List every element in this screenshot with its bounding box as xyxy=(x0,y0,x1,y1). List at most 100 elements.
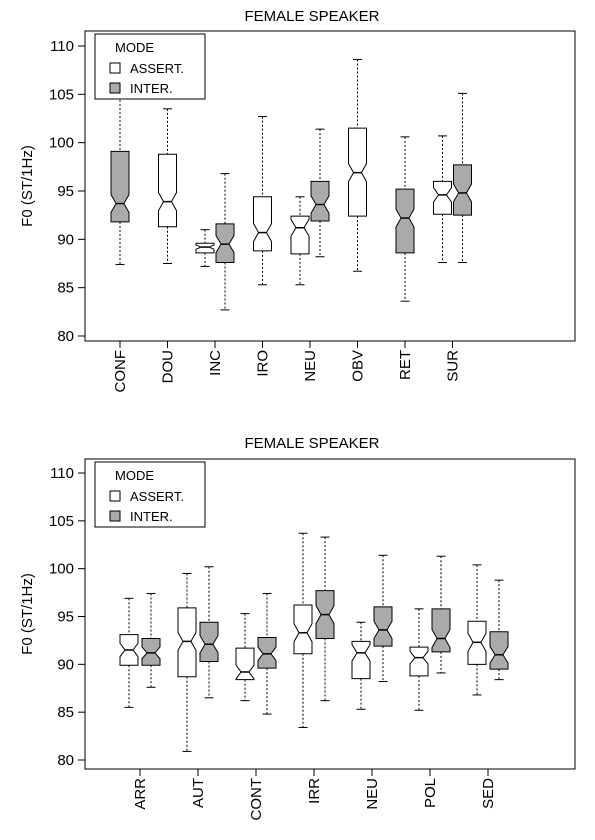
box-body xyxy=(453,164,472,216)
legend-title: MODE xyxy=(115,468,154,483)
box-assert-aut xyxy=(177,572,197,752)
chart-title: FEMALE SPEAKER xyxy=(244,8,379,25)
y-tick-label: 80 xyxy=(57,328,74,345)
plot-frame xyxy=(84,458,576,770)
plot-frame xyxy=(84,30,576,342)
x-tick-label: SED xyxy=(480,778,497,809)
legend-swatch-assert xyxy=(109,62,121,74)
legend-swatch-assert xyxy=(109,490,121,502)
legend: MODE ASSERT. INTER. xyxy=(94,461,206,528)
box-assert-irr xyxy=(293,532,313,728)
box-assert-pol xyxy=(409,608,429,711)
y-tick-label: 85 xyxy=(57,280,74,297)
box-inter-arr xyxy=(141,593,161,688)
legend-label-assert: ASSERT. xyxy=(130,489,184,504)
y-tick-label: 85 xyxy=(57,704,74,721)
box-body xyxy=(158,153,177,228)
box-assert-dou xyxy=(158,108,177,264)
chart-title: FEMALE SPEAKER xyxy=(244,435,379,452)
box-body xyxy=(257,637,277,669)
x-tick-label: DOU xyxy=(160,350,177,383)
box-body xyxy=(395,188,415,254)
box-body xyxy=(409,646,429,677)
legend: MODE ASSERT. INTER. xyxy=(94,33,206,100)
box-assert-neu xyxy=(351,621,371,710)
y-tick-label: 90 xyxy=(57,231,74,248)
box-assert-cont xyxy=(235,613,255,702)
y-tick-label: 110 xyxy=(50,465,74,482)
y-tick-label: 105 xyxy=(49,86,74,103)
box-inter-sed xyxy=(489,579,509,681)
x-tick-label: IRO xyxy=(255,350,272,377)
x-tick-label: CONT xyxy=(248,778,265,821)
y-axis-ticks: 80 85 90 95 100 105 110 xyxy=(49,38,85,345)
box-body xyxy=(110,150,130,223)
legend-swatch-inter xyxy=(109,510,121,522)
box-body xyxy=(253,196,272,252)
y-tick-label: 90 xyxy=(57,656,74,673)
box-assert-iro xyxy=(253,116,272,286)
box-body xyxy=(433,180,452,215)
x-tick-label: RET xyxy=(397,350,414,380)
box-body xyxy=(195,242,215,254)
y-tick-label: 80 xyxy=(57,752,74,769)
legend-label-assert: ASSERT. xyxy=(130,61,184,76)
box-inter-neu xyxy=(310,128,330,258)
boxes xyxy=(110,47,472,311)
box-body xyxy=(310,180,330,222)
box-assert-neu xyxy=(290,196,310,286)
x-tick-label: INC xyxy=(207,350,224,376)
box-inter-aut xyxy=(199,566,219,699)
box-body xyxy=(431,608,451,653)
box-inter-neu xyxy=(373,554,393,683)
x-tick-label: POL xyxy=(422,778,439,808)
x-tick-label: NEU xyxy=(364,778,381,810)
box-assert-arr xyxy=(119,597,139,708)
legend-label-inter: INTER. xyxy=(130,81,173,96)
chart-panel-top: FEMALE SPEAKER F0 (ST/1Hz) 80 85 90 95 100 10… xyxy=(19,8,576,393)
y-axis-ticks: 80 85 90 95 100 105 110 xyxy=(49,465,85,769)
x-tick-label: IRR xyxy=(306,778,323,804)
y-tick-label: 95 xyxy=(57,183,74,200)
x-tick-label: AUT xyxy=(190,778,207,808)
x-axis-ticks: ARR AUT CONT IRR NEU POL SED xyxy=(132,769,497,821)
x-axis-ticks: CONF DOU INC IRO NEU OBV RET SUR xyxy=(112,341,462,393)
y-tick-label: 105 xyxy=(49,513,74,530)
box-body xyxy=(235,647,255,681)
box-inter-inc xyxy=(215,173,235,311)
box-body xyxy=(199,621,219,662)
chart-panel-bottom: FEMALE SPEAKER F0 (ST/1Hz) 80 85 90 95 100 10… xyxy=(19,435,576,821)
boxes xyxy=(119,532,509,752)
box-inter-cont xyxy=(257,593,277,715)
y-axis-label: F0 (ST/1Hz) xyxy=(19,145,36,227)
x-tick-label: SUR xyxy=(445,350,462,382)
x-tick-label: ARR xyxy=(132,778,149,810)
box-body xyxy=(351,640,371,680)
box-body xyxy=(373,606,393,647)
box-inter-sur xyxy=(453,92,472,264)
y-tick-label: 100 xyxy=(49,561,74,578)
box-assert-sur xyxy=(433,135,452,264)
box-inter-ret xyxy=(395,136,415,302)
x-tick-label: NEU xyxy=(302,350,319,382)
legend-swatch-inter xyxy=(109,82,121,94)
x-tick-label: OBV xyxy=(350,350,367,382)
box-assert-obv xyxy=(348,59,367,272)
y-axis-label: F0 (ST/1Hz) xyxy=(19,573,36,655)
y-tick-label: 95 xyxy=(57,609,74,626)
box-body xyxy=(141,638,161,666)
box-body xyxy=(293,604,313,655)
box-assert-inc xyxy=(195,229,215,267)
legend-label-inter: INTER. xyxy=(130,509,173,524)
y-tick-label: 110 xyxy=(50,38,74,55)
x-tick-label: CONF xyxy=(112,350,129,393)
box-body xyxy=(177,607,197,678)
box-body xyxy=(290,215,310,255)
box-assert-sed xyxy=(467,564,487,696)
box-body xyxy=(489,631,509,670)
legend-title: MODE xyxy=(115,40,154,55)
y-tick-label: 100 xyxy=(49,135,74,152)
box-inter-pol xyxy=(431,555,451,674)
box-body xyxy=(215,223,235,264)
